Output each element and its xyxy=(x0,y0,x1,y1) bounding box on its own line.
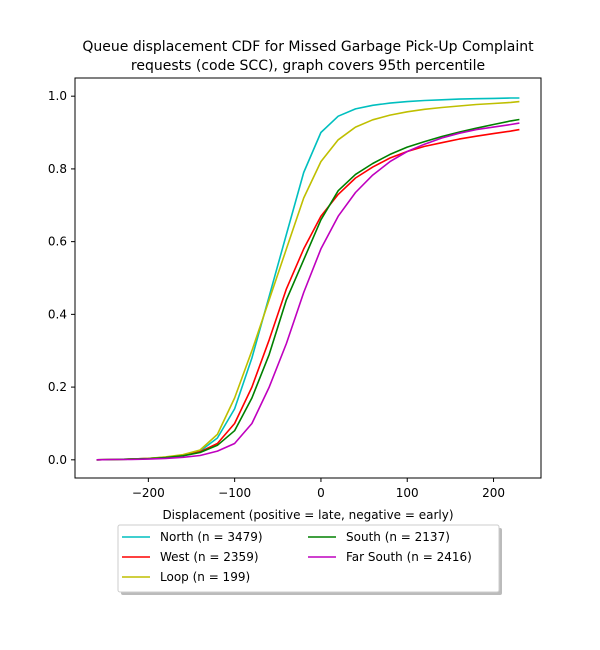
x-tick-label: −200 xyxy=(132,486,165,500)
legend-label-4: Far South (n = 2416) xyxy=(346,550,472,564)
y-axis-ticks: 0.0 0.2 0.4 0.6 0.8 1.0 xyxy=(48,89,75,467)
x-axis-label: Displacement (positive = late, negative … xyxy=(162,508,453,522)
legend-label-0: North (n = 3479) xyxy=(160,530,263,544)
series-line-3 xyxy=(96,118,520,461)
y-tick-label: 0.6 xyxy=(48,235,67,249)
series-line-4 xyxy=(96,122,520,461)
legend-label-1: West (n = 2359) xyxy=(160,550,259,564)
legend-entries: North (n = 3479) West (n = 2359) Loop (n =… xyxy=(122,530,472,584)
chart-title-line-1: Queue displacement CDF for Missed Garbag… xyxy=(82,39,534,55)
x-tick-label: 0 xyxy=(317,486,325,500)
x-axis-ticks: −200 −100 0 100 200 xyxy=(132,478,505,500)
chart-title-line-2: requests (code SCC), graph covers 95th p… xyxy=(131,58,485,74)
legend-label-3: South (n = 2137) xyxy=(346,530,450,544)
legend-box xyxy=(117,524,500,593)
y-tick-label: 0.4 xyxy=(48,307,67,321)
y-tick-label: 0.0 xyxy=(48,453,67,467)
y-tick-label: 0.8 xyxy=(48,162,67,176)
y-tick-label: 0.2 xyxy=(48,380,67,394)
x-tick-label: 100 xyxy=(396,486,419,500)
plot-frame xyxy=(74,77,542,479)
x-tick-label: 200 xyxy=(482,486,505,500)
y-tick-label: 1.0 xyxy=(48,89,67,103)
series-lines xyxy=(96,97,520,461)
legend: North (n = 3479) West (n = 2359) Loop (n =… xyxy=(117,524,502,595)
legend-label-2: Loop (n = 199) xyxy=(160,570,250,584)
x-tick-label: −100 xyxy=(218,486,251,500)
